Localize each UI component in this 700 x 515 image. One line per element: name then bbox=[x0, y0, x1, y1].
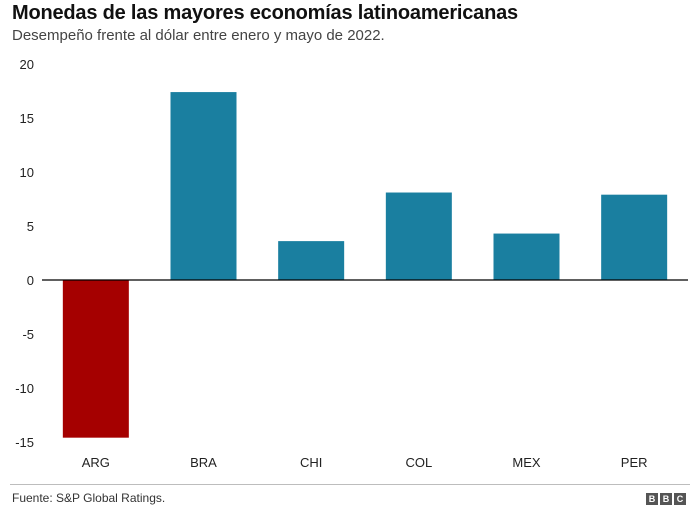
y-tick-label: -5 bbox=[22, 327, 34, 342]
y-tick-label: 20 bbox=[20, 57, 34, 72]
bar-chart: 20 15 10 5 0 -5 -10 -15 ARG BRA CHI COL MEX PER bbox=[15, 57, 688, 470]
y-tick-label: 10 bbox=[20, 165, 34, 180]
bar-arg bbox=[62, 280, 129, 438]
chart-subtitle: Desempeño frente al dólar entre enero y … bbox=[12, 27, 385, 44]
footer-divider bbox=[10, 484, 690, 485]
y-tick-label: 5 bbox=[27, 219, 34, 234]
source-note: Fuente: S&P Global Ratings. bbox=[12, 491, 166, 505]
bbc-logo-letter: C bbox=[674, 493, 686, 505]
x-tick-label: COL bbox=[405, 455, 432, 470]
bar-col bbox=[385, 192, 452, 280]
x-tick-label: CHI bbox=[300, 455, 322, 470]
y-tick-label: 0 bbox=[27, 273, 34, 288]
y-tick-label: 15 bbox=[20, 111, 34, 126]
x-tick-label: PER bbox=[621, 455, 648, 470]
bbc-logo: B B C bbox=[646, 493, 686, 505]
chart-title: Monedas de las mayores economías latinoa… bbox=[12, 2, 518, 24]
y-tick-label: -15 bbox=[15, 435, 34, 450]
bar-chi bbox=[278, 241, 345, 280]
x-tick-label: ARG bbox=[82, 455, 110, 470]
bar-bra bbox=[170, 92, 237, 280]
bar-mex bbox=[493, 233, 560, 280]
bar-per bbox=[601, 194, 668, 280]
x-tick-label: MEX bbox=[512, 455, 541, 470]
bbc-logo-letter: B bbox=[660, 493, 672, 505]
y-tick-label: -10 bbox=[15, 381, 34, 396]
x-tick-label: BRA bbox=[190, 455, 217, 470]
bbc-logo-letter: B bbox=[646, 493, 658, 505]
